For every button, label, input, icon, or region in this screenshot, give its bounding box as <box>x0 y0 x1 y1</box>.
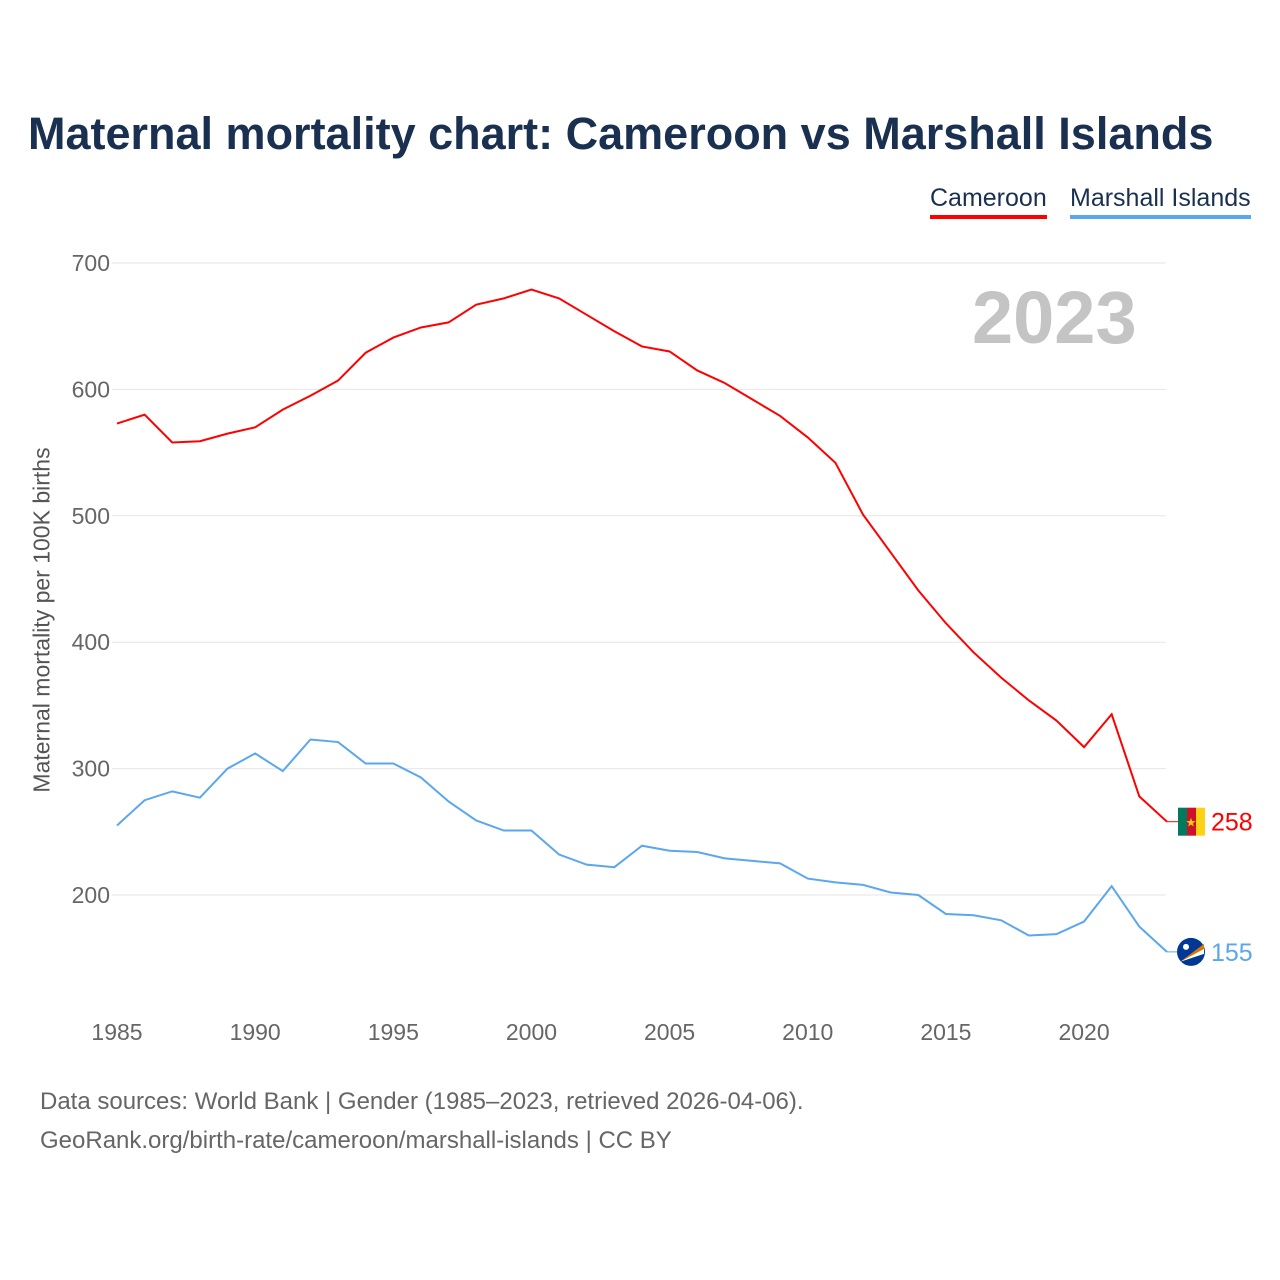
year-label: 2023 <box>972 276 1137 359</box>
flag-cameroon-icon <box>1196 807 1205 836</box>
legend-cameroon[interactable]: Cameroon <box>930 184 1047 219</box>
end-value-label: 258 <box>1211 809 1253 837</box>
x-tick-label: 1990 <box>230 1019 281 1045</box>
source-url[interactable]: GeoRank.org/birth-rate/cameroon/marshall… <box>40 1127 672 1154</box>
end-value-label: 155 <box>1211 939 1253 967</box>
flag-star-icon <box>1183 943 1189 950</box>
series-line-cameroon <box>116 288 1168 823</box>
legend-marshall-islands[interactable]: Marshall Islands <box>1070 184 1251 219</box>
y-tick-label: 700 <box>72 250 110 276</box>
x-tick-label: 1985 <box>91 1019 142 1045</box>
source-line: Data sources: World Bank | Gender (1985–… <box>40 1088 804 1115</box>
flag-stripe-icon <box>1180 943 1204 962</box>
x-tick-label: 2005 <box>644 1019 695 1045</box>
y-tick-label: 400 <box>72 629 110 655</box>
flag-cameroon-icon <box>1187 807 1196 836</box>
flag-stripe-icon <box>1180 948 1204 962</box>
series-line-marshall-islands <box>116 738 1168 953</box>
x-tick-label: 2020 <box>1058 1019 1109 1045</box>
x-tick-label: 2010 <box>782 1019 833 1045</box>
y-tick-label: 500 <box>72 503 110 529</box>
y-tick-label: 600 <box>72 376 110 402</box>
x-tick-label: 2015 <box>920 1019 971 1045</box>
x-tick-label: 2000 <box>506 1019 557 1045</box>
chart-title: Maternal mortality chart: Cameroon vs Ma… <box>28 108 1214 159</box>
y-tick-label: 300 <box>72 756 110 782</box>
y-tick-label: 200 <box>72 882 110 908</box>
x-tick-label: 1995 <box>368 1019 419 1045</box>
flag-star-icon: ★ <box>1186 816 1197 830</box>
flag-cameroon-icon <box>1178 807 1187 836</box>
